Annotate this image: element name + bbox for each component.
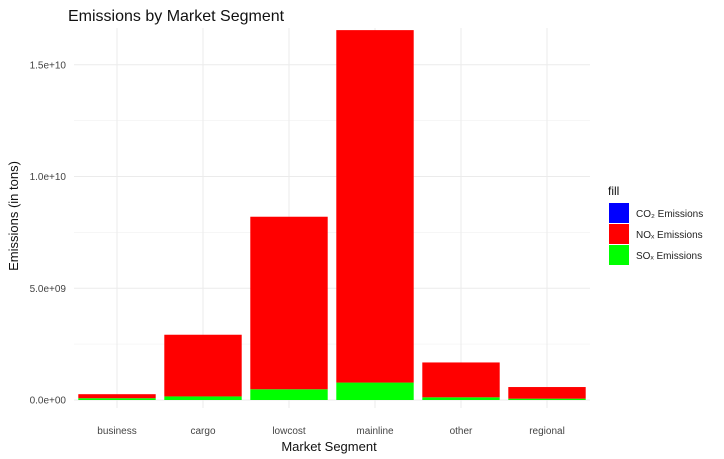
x-tick-label: other [450, 426, 473, 437]
chart-title: Emissions by Market Segment [68, 8, 285, 25]
bar-mainline-noₓ [336, 30, 414, 383]
bar-lowcost-soₓ [250, 389, 328, 400]
legend-label: SOₓ Emissions [636, 251, 702, 262]
bar-other-noₓ [422, 362, 500, 398]
y-tick-label: 1.0e+10 [30, 172, 67, 183]
x-tick-label: regional [529, 426, 565, 437]
legend-key [609, 245, 629, 265]
y-axis-title: Emissions (in tons) [6, 161, 21, 271]
bar-cargo-noₓ [164, 334, 242, 397]
x-tick-label: business [97, 426, 136, 437]
legend-label: CO₂ Emissions [636, 209, 703, 220]
legend-title: fill [608, 184, 619, 198]
bar-mainline-soₓ [336, 382, 414, 400]
bar-business-soₓ [78, 398, 156, 400]
x-axis-ticks: business cargo lowcost mainline other regiona… [97, 426, 565, 437]
x-tick-label: lowcost [272, 426, 306, 437]
legend-key [609, 224, 629, 244]
bar-cargo-soₓ [164, 396, 242, 400]
bar-other-soₓ [422, 397, 500, 400]
grid [74, 28, 590, 408]
x-tick-label: cargo [190, 426, 215, 437]
y-tick-label: 0.0e+00 [30, 396, 67, 407]
bar-regional-noₓ [508, 387, 586, 399]
bar-regional-soₓ [508, 398, 586, 400]
y-tick-label: 5.0e+09 [30, 284, 67, 295]
y-tick-label: 1.5e+10 [30, 60, 67, 71]
bars [78, 30, 586, 400]
bar-lowcost-noₓ [250, 216, 328, 390]
legend-key [609, 203, 629, 223]
legend-label: NOₓ Emissions [636, 230, 703, 241]
y-axis-ticks: 0.0e+00 5.0e+09 1.0e+10 1.5e+10 [30, 60, 67, 406]
x-tick-label: mainline [356, 426, 394, 437]
x-axis-title: Market Segment [281, 439, 377, 454]
bar-business-noₓ [78, 394, 156, 399]
legend: fill CO₂ Emissions NOₓ Emissions SOₓ Emiss… [608, 184, 703, 265]
